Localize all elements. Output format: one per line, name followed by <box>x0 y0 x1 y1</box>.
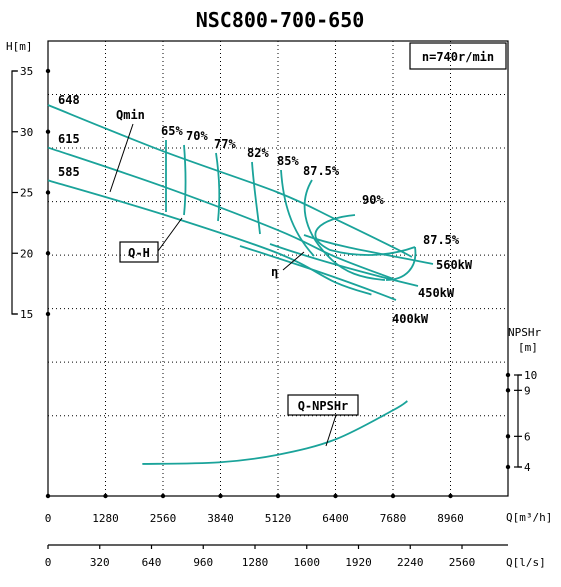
q-axis-dot <box>275 493 281 499</box>
eff-label-65: 65% <box>161 124 183 138</box>
q-ls-tick-label: 0 <box>45 556 52 569</box>
h-axis-dot <box>45 190 51 195</box>
q-ls-tick-label: 640 <box>142 556 162 569</box>
npsh-axis-bracket <box>517 374 522 468</box>
power-label-450: 450kW <box>418 286 455 300</box>
impeller-615-label: 615 <box>58 132 80 146</box>
power-curve-560 <box>303 234 434 265</box>
q-axis-dot <box>448 493 453 499</box>
eff-curve-70 <box>183 144 187 216</box>
qh-label: Q-H <box>128 246 150 260</box>
h-axis-dot <box>45 311 51 317</box>
q-axis-dot <box>45 493 51 499</box>
h-axis-label: H[m] <box>6 40 33 53</box>
q-ls-axis-ticks: 0 320 640 960 1280 1600 1920 2240 2560 <box>45 545 476 569</box>
impeller-648-label: 648 <box>58 93 80 107</box>
qmin-leader-line <box>109 123 134 193</box>
q-m3h-tick-label: 7680 <box>380 512 407 525</box>
q-ls-tick-label: 2560 <box>449 556 476 569</box>
qh-curve-648 <box>47 104 413 258</box>
q-m3h-tick-label: 8960 <box>437 512 464 525</box>
q-ls-tick-label: 320 <box>90 556 110 569</box>
npsh-axis-label-2: [m] <box>518 341 538 354</box>
qh-leader-line <box>157 217 183 252</box>
q-axis-dot <box>160 493 166 499</box>
power-curve-400 <box>239 245 397 301</box>
q-ls-tick-label: 1280 <box>242 556 269 569</box>
eff-curve-87-5-left <box>303 179 386 281</box>
npsh-label: Q-NPSHr <box>298 399 349 413</box>
eff-label-70: 70% <box>186 129 208 143</box>
power-label-400: 400kW <box>392 312 429 326</box>
npsh-axis-dot <box>505 372 511 378</box>
npsh-axis-label-1: NPSHr <box>508 326 541 339</box>
h-axis-dot <box>45 129 51 134</box>
power-curve-450 <box>269 243 419 287</box>
eff-label-87-5: 87.5% <box>303 164 340 178</box>
eff-label-90: 90% <box>362 193 384 207</box>
series-curves <box>47 104 413 465</box>
qh-label-box <box>119 241 159 263</box>
npsh-leader-line <box>325 414 337 447</box>
eff-label-77: 77% <box>214 137 236 151</box>
efficiency-curves <box>165 140 417 281</box>
q-m3h-axis-label: Q[m³/h] <box>506 511 552 524</box>
npsh-axis-tick-label: 10 <box>524 369 537 382</box>
qh-curve-585 <box>47 179 372 296</box>
npsh-curve <box>142 400 408 465</box>
q-axis-dot <box>218 493 223 499</box>
npsh-axis-ticks: 10 9 6 4 <box>505 369 537 474</box>
eff-curve-77 <box>215 152 221 222</box>
npsh-axis-tick-label: 9 <box>524 384 531 397</box>
h-axis-dot <box>45 251 51 256</box>
power-label-560: 560kW <box>436 258 473 272</box>
h-axis-dot <box>45 68 51 74</box>
speed-label: n=740r/min <box>422 50 494 64</box>
eta-label: η <box>271 265 278 279</box>
eff-curve-82 <box>251 161 261 235</box>
h-axis-tick-label: 25 <box>20 187 33 200</box>
q-m3h-tick-label: 2560 <box>150 512 177 525</box>
q-m3h-tick-label: 3840 <box>207 512 234 525</box>
npsh-label-box <box>287 394 359 416</box>
q-ls-tick-label: 1600 <box>294 556 321 569</box>
efficiency-labels: 65% 70% 77% 82% 85% 87.5% 90% 87.5% <box>161 124 460 247</box>
eff-label-87-5-right: 87.5% <box>423 233 460 247</box>
power-curves <box>239 234 434 301</box>
q-axis-dot <box>333 493 338 499</box>
npsh-axis-dot <box>505 388 511 393</box>
npsh-axis-tick-label: 4 <box>524 461 531 474</box>
q-m3h-axis-ticks: 0 1280 2560 3840 5120 6400 7680 8960 <box>45 493 464 525</box>
q-m3h-tick-label: 5120 <box>265 512 292 525</box>
q-ls-tick-label: 960 <box>193 556 213 569</box>
eta-leader-line <box>282 251 305 271</box>
q-m3h-tick-label: 0 <box>45 512 52 525</box>
h-axis-tick-label: 20 <box>20 247 33 260</box>
q-ls-tick-label: 2240 <box>397 556 424 569</box>
eff-label-82: 82% <box>247 146 269 160</box>
impeller-585-label: 585 <box>58 165 80 179</box>
q-ls-axis-label: Q[l/s] <box>506 556 546 569</box>
h-axis-tick-label: 15 <box>20 308 33 321</box>
eff-curve-85 <box>280 169 315 257</box>
eff-curve-90 <box>314 214 416 256</box>
h-axis-ticks: 35 30 25 20 15 <box>12 65 51 321</box>
q-m3h-tick-label: 1280 <box>92 512 119 525</box>
q-ls-tick-label: 1920 <box>345 556 372 569</box>
speed-label-box <box>409 42 507 70</box>
q-axis-dot <box>103 493 108 499</box>
q-m3h-tick-label: 6400 <box>322 512 349 525</box>
npsh-axis-tick-label: 6 <box>524 430 531 443</box>
npsh-axis-dot <box>505 434 511 439</box>
chart-title: NSC800-700-650 <box>196 8 365 32</box>
qh-curve-615 <box>47 146 394 280</box>
h-axis-tick-label: 35 <box>20 65 33 78</box>
h-axis-tick-label: 30 <box>20 126 33 139</box>
npsh-axis-dot <box>505 464 511 470</box>
q-axis-dot <box>390 493 396 499</box>
qmin-label: Qmin <box>116 108 145 122</box>
eff-label-85: 85% <box>277 154 299 168</box>
